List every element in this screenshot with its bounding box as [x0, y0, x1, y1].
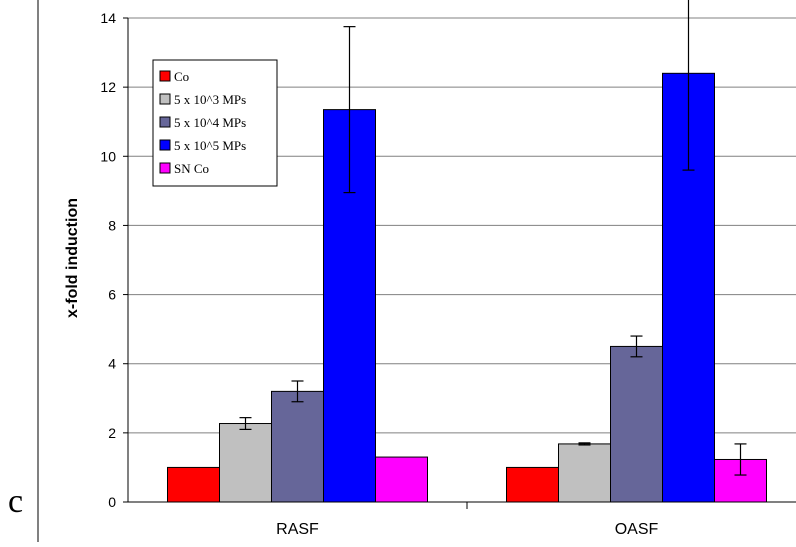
y-axis-label: x-fold induction — [64, 198, 81, 318]
bars — [167, 0, 767, 503]
legend-swatch — [159, 116, 171, 128]
bar — [271, 390, 324, 503]
legend-swatch — [159, 162, 171, 174]
legend-label: SN Co — [174, 161, 209, 176]
panel-label: c — [8, 483, 23, 520]
y-tick-label: 0 — [108, 494, 116, 510]
y-tick-label: 12 — [100, 79, 116, 95]
bar — [167, 466, 220, 503]
axes: 0 2 4 6 8 10 12 14 RASF OASF — [100, 10, 796, 538]
legend-label: 5 x 10^4 MPs — [174, 115, 246, 130]
legend-label: 5 x 10^3 MPs — [174, 92, 246, 107]
x-tick-label: OASF — [615, 521, 659, 538]
y-tick-label: 4 — [108, 356, 116, 372]
y-tick-label: 2 — [108, 425, 116, 441]
legend-label: Co — [174, 69, 189, 84]
x-tick-label: RASF — [276, 521, 319, 538]
legend-label: 5 x 10^5 MPs — [174, 138, 246, 153]
bar — [610, 345, 663, 503]
legend: Co 5 x 10^3 MPs 5 x 10^4 MPs 5 x 10^5 MPs SN… — [152, 59, 278, 187]
legend-swatch — [159, 93, 171, 105]
bar — [506, 466, 559, 503]
legend-swatch — [159, 70, 171, 82]
legend-box — [152, 59, 278, 187]
y-tick-label: 10 — [100, 148, 116, 164]
bar — [219, 423, 272, 503]
y-tick-label: 8 — [108, 217, 116, 233]
bar — [375, 456, 428, 503]
legend-swatch — [159, 139, 171, 151]
y-tick-label: 6 — [108, 287, 116, 303]
y-tick-label: 14 — [100, 10, 116, 26]
bar — [558, 443, 611, 503]
